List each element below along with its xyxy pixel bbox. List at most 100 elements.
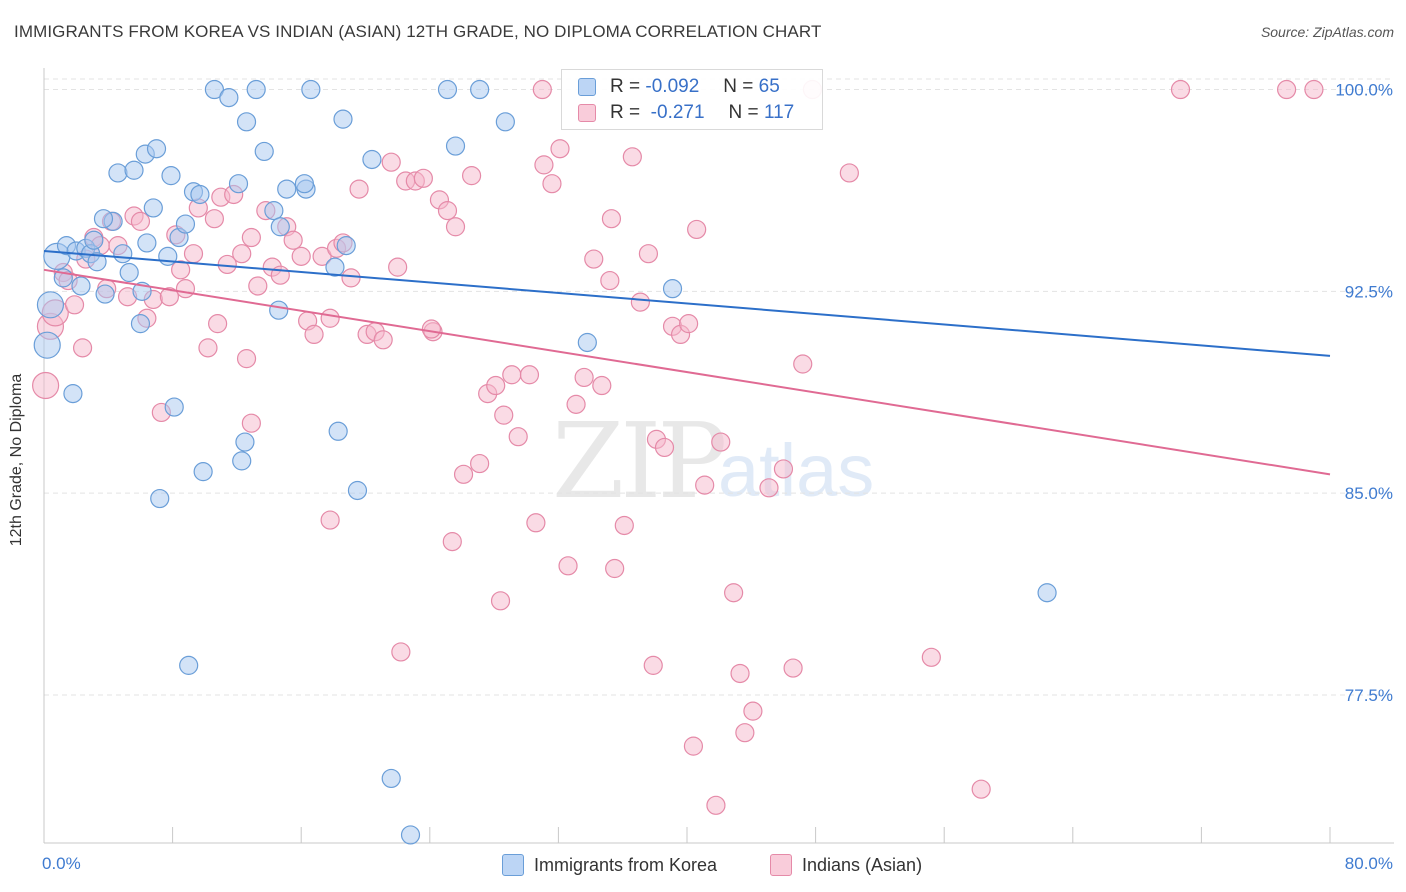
indian-point-106 bbox=[532, 79, 552, 100]
korea-point-40 bbox=[301, 79, 321, 100]
korea-point-23 bbox=[161, 166, 181, 186]
indian-point-82 bbox=[630, 292, 650, 312]
indian-point-61 bbox=[461, 166, 482, 186]
indian-point-89 bbox=[687, 219, 707, 240]
korea-point-54 bbox=[1037, 583, 1057, 603]
indian-point-88 bbox=[679, 314, 699, 334]
korea-point-42 bbox=[333, 109, 353, 129]
korea-point-20 bbox=[143, 198, 163, 218]
axes bbox=[43, 68, 1394, 844]
korea-point-14 bbox=[113, 244, 133, 264]
indian-point-113 bbox=[320, 510, 340, 530]
x-tick-labels: 0.0% 80.0% bbox=[42, 854, 1393, 873]
indian-point-114 bbox=[421, 319, 442, 339]
indian-point-109 bbox=[735, 723, 755, 743]
korea-point-1 bbox=[36, 291, 65, 319]
korea-r-label: R = bbox=[610, 76, 641, 97]
indian-point-0 bbox=[32, 371, 60, 400]
korea-point-50 bbox=[470, 79, 490, 100]
indian-point-115 bbox=[643, 655, 663, 675]
indian-point-75 bbox=[574, 367, 594, 388]
indian-point-98 bbox=[793, 354, 813, 374]
korea-n-label: N = bbox=[723, 76, 754, 97]
korea-point-30 bbox=[219, 88, 239, 108]
indian-point-104 bbox=[1304, 79, 1324, 100]
korea-point-22 bbox=[158, 246, 178, 266]
korea-point-16 bbox=[124, 160, 144, 180]
korea-point-19 bbox=[137, 233, 157, 253]
indian-point-25 bbox=[198, 338, 218, 358]
legend-item-indian[interactable]: Indians (Asian) bbox=[770, 853, 922, 877]
indian-point-108 bbox=[706, 795, 726, 815]
watermark-zip: ZIP bbox=[552, 400, 727, 522]
indian-point-73 bbox=[558, 556, 578, 576]
korea-point-64 bbox=[294, 174, 315, 194]
indian-point-52 bbox=[388, 257, 408, 277]
indian-point-102 bbox=[1170, 79, 1191, 100]
indian-point-94 bbox=[743, 701, 763, 721]
indian-point-91 bbox=[711, 432, 731, 452]
korea-r-value: -0.092 bbox=[645, 76, 700, 97]
indian-point-41 bbox=[304, 324, 324, 345]
indian-point-100 bbox=[921, 647, 941, 667]
indian-point-71 bbox=[542, 174, 562, 194]
stats-row-korea: R = -0.092 N = 65 bbox=[578, 75, 780, 99]
source-label: Source: ZipAtlas.com bbox=[1260, 24, 1394, 40]
stats-box: R = -0.092 N = 65 R = -0.271 N = 117 bbox=[561, 69, 823, 130]
y-tick-label-0: 100.0% bbox=[1335, 81, 1393, 100]
korea-point-45 bbox=[362, 149, 382, 170]
indian-point-66 bbox=[502, 365, 522, 385]
indian-point-22 bbox=[175, 279, 196, 299]
x-tick-label-max: 80.0% bbox=[1345, 854, 1393, 873]
trend-lines bbox=[43, 249, 1331, 476]
indian-point-116 bbox=[442, 532, 462, 552]
korea-point-56 bbox=[179, 655, 199, 675]
korea-point-44 bbox=[347, 480, 368, 501]
korea-point-63 bbox=[87, 252, 107, 272]
trend-indian bbox=[43, 268, 1331, 476]
indian-point-32 bbox=[241, 227, 261, 248]
indian-point-15 bbox=[130, 211, 151, 231]
chart-title: IMMIGRANTS FROM KOREA VS INDIAN (ASIAN) … bbox=[14, 22, 822, 41]
indian-n-label: N = bbox=[728, 102, 759, 123]
indian-point-103 bbox=[1276, 79, 1297, 100]
indian-point-111 bbox=[490, 591, 511, 611]
legend-korea-label: Immigrants from Korea bbox=[534, 854, 718, 875]
indian-point-47 bbox=[349, 179, 369, 199]
korea-point-11 bbox=[95, 284, 115, 304]
korea-point-46 bbox=[381, 768, 401, 789]
korea-point-55 bbox=[150, 488, 170, 509]
indian-point-19 bbox=[159, 287, 179, 307]
indian-point-33 bbox=[248, 276, 268, 296]
gridlines bbox=[44, 78, 1394, 696]
korea-point-32 bbox=[232, 451, 252, 471]
y-tick-label-3: 77.5% bbox=[1345, 686, 1393, 705]
legend-item-korea[interactable]: Immigrants from Korea bbox=[502, 853, 717, 877]
indian-point-46 bbox=[341, 268, 361, 288]
y-axis-label: 12th Grade, No Diploma bbox=[8, 373, 25, 547]
korea-point-58 bbox=[269, 300, 289, 320]
indian-point-6 bbox=[72, 338, 93, 358]
indian-point-93 bbox=[730, 663, 750, 684]
indian-point-30 bbox=[232, 244, 252, 264]
korea-point-59 bbox=[328, 421, 348, 441]
indian-point-90 bbox=[695, 475, 715, 495]
indian-n-value: 117 bbox=[763, 102, 795, 123]
korea-point-53 bbox=[662, 279, 683, 299]
indian-point-31 bbox=[236, 349, 257, 369]
indian-point-112 bbox=[391, 642, 411, 662]
korea-point-15 bbox=[119, 262, 139, 283]
indian-point-72 bbox=[550, 139, 570, 159]
indian-point-79 bbox=[605, 558, 625, 579]
indian-point-74 bbox=[566, 394, 586, 414]
korea-point-31 bbox=[228, 174, 249, 194]
legend-indian-swatch bbox=[770, 854, 792, 876]
korea-point-57 bbox=[235, 432, 255, 452]
korea-point-52 bbox=[577, 332, 597, 353]
y-tick-labels: 100.0% 92.5% 85.0% 77.5% bbox=[1335, 81, 1393, 705]
indian-point-58 bbox=[437, 201, 458, 221]
indian-point-97 bbox=[783, 658, 803, 678]
y-tick-label-2: 85.0% bbox=[1345, 484, 1393, 503]
indian-point-81 bbox=[622, 147, 642, 167]
indian-point-67 bbox=[508, 427, 528, 447]
